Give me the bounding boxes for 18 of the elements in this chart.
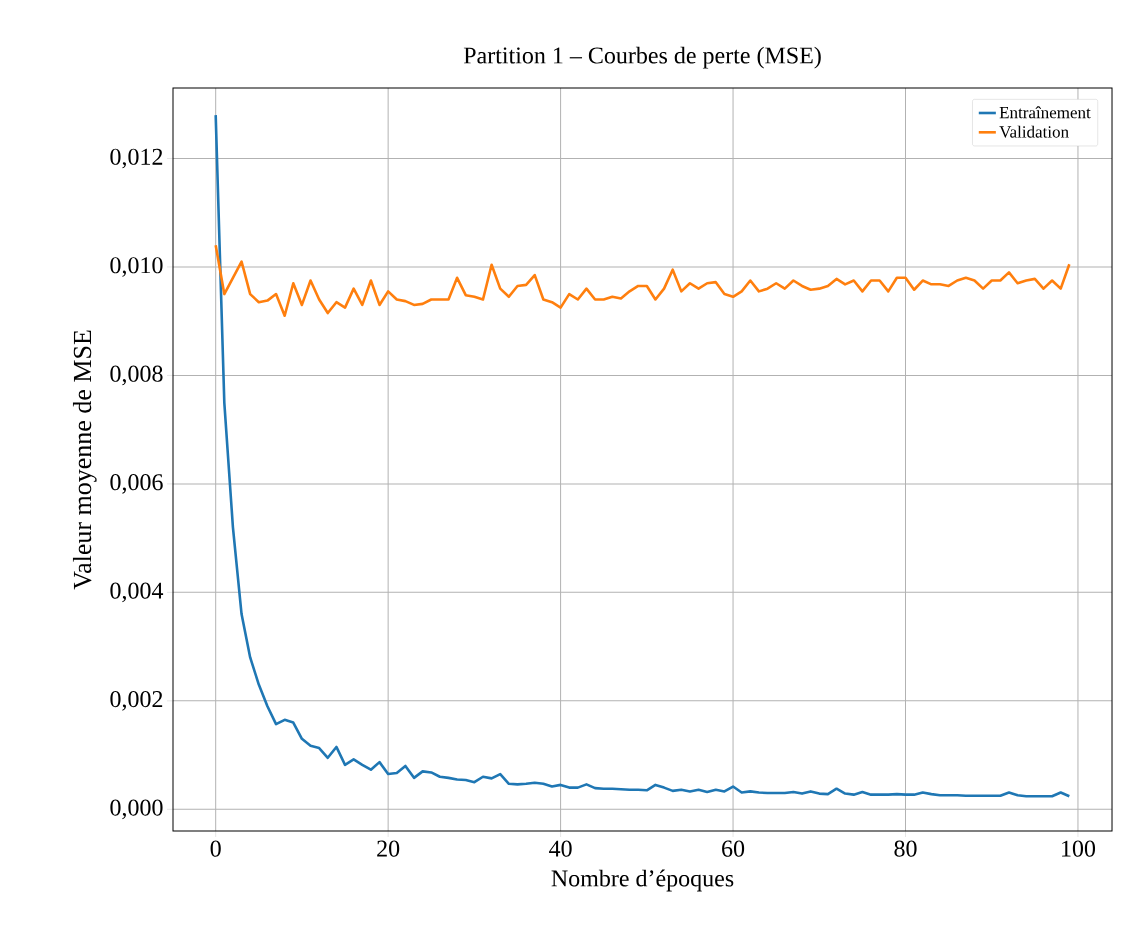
y-tick-label: 0,010: [110, 257, 163, 277]
y-tick-label: 0,004: [110, 582, 164, 603]
x-tick-label: 80: [894, 840, 917, 857]
y-tick-label: 0,002: [110, 691, 163, 711]
legend-label: Entraînement: [999, 106, 1091, 119]
y-tick-label: 0,008: [110, 365, 163, 386]
y-tick-label: 0,012: [110, 148, 163, 169]
legend-label: Validation: [999, 125, 1069, 138]
y-tick-label: 0,000: [110, 799, 163, 820]
chart-title: Partition 1 – Courbes de perte (MSE): [463, 46, 821, 69]
x-tick-label: 0: [210, 840, 221, 857]
x-tick-label: 40: [549, 840, 572, 857]
x-tick-label: 20: [377, 840, 400, 857]
x-axis-title: Nombre d’époques: [551, 869, 734, 892]
y-tick-label: 0,006: [110, 474, 163, 494]
x-tick-label: 100: [1062, 840, 1096, 857]
y-axis-title: Valeur moyenne de MSE: [72, 330, 97, 590]
x-tick-label: 60: [722, 840, 745, 857]
